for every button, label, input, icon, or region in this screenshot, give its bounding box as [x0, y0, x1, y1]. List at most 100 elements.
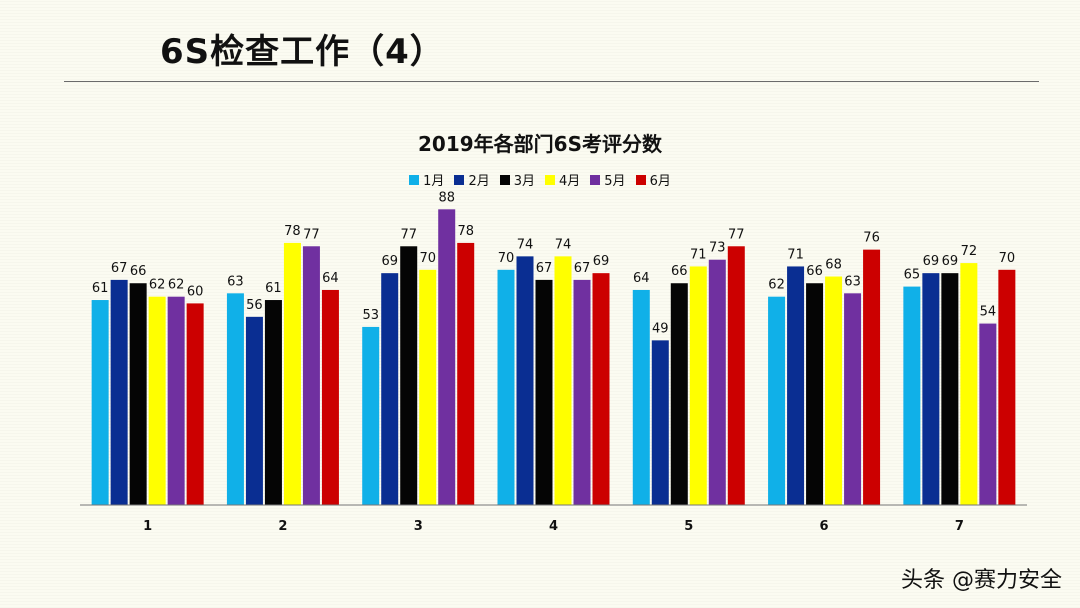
legend-label: 2月: [468, 174, 490, 189]
legend-item: 2月: [454, 170, 490, 189]
legend-label: 5月: [604, 174, 626, 189]
bar: [727, 246, 745, 505]
bar: [516, 256, 534, 505]
legend-swatch: [635, 174, 646, 185]
data-label: 53: [362, 308, 379, 323]
data-label: 76: [863, 231, 880, 246]
bar: [362, 326, 380, 505]
legend-label: 3月: [513, 174, 535, 189]
data-label: 67: [574, 261, 591, 276]
data-label: 62: [168, 278, 185, 293]
data-label: 63: [227, 274, 244, 289]
data-label: 62: [768, 278, 785, 293]
data-label: 72: [961, 244, 978, 259]
bar: [91, 300, 109, 505]
chart-title: 2019年各部门6S考评分数: [418, 132, 662, 156]
data-label: 68: [825, 258, 842, 273]
data-label: 70: [498, 251, 515, 266]
bar: [419, 269, 437, 505]
bar: [283, 242, 301, 506]
bar: [689, 266, 707, 505]
data-label: 71: [787, 247, 804, 262]
x-tick-label: 1: [143, 519, 152, 534]
data-label: 69: [942, 254, 959, 269]
data-label: 67: [111, 261, 128, 276]
data-label: 77: [303, 227, 320, 242]
bar: [998, 269, 1016, 505]
bar: [863, 249, 881, 505]
legend-item: 4月: [545, 170, 580, 189]
bar: [787, 266, 805, 505]
legend-swatch: [499, 174, 510, 185]
bar: [651, 340, 669, 505]
bar: [922, 273, 940, 505]
data-label: 78: [457, 224, 474, 239]
legend-label: 6月: [649, 174, 671, 189]
data-label: 66: [130, 264, 147, 279]
bar: [632, 289, 650, 505]
x-tick-label: 7: [955, 519, 964, 534]
data-label: 74: [555, 237, 572, 252]
bar: [497, 269, 515, 505]
bar: [825, 276, 843, 505]
bar: [903, 286, 921, 505]
x-tick-label: 6: [820, 519, 829, 534]
data-label: 70: [419, 251, 436, 266]
bar: [264, 300, 282, 505]
data-label: 61: [265, 281, 282, 296]
bar: [592, 273, 610, 505]
legend-item: 3月: [499, 170, 535, 189]
data-label: 56: [246, 298, 263, 313]
bar: [110, 279, 128, 505]
bar: [535, 279, 553, 505]
legend-item: 1月: [409, 170, 444, 189]
data-label: 70: [999, 251, 1016, 266]
legend-item: 5月: [590, 170, 626, 189]
bar: [768, 296, 786, 505]
data-label: 62: [149, 278, 166, 293]
chart-legend: 1月 2月 3月 4月 5月 6月: [0, 170, 1080, 189]
bar: [186, 303, 204, 505]
data-label: 69: [923, 254, 940, 269]
data-label: 73: [709, 241, 726, 256]
bar: [806, 283, 824, 505]
bar: [708, 259, 726, 505]
data-label: 67: [536, 261, 553, 276]
slide-title: 6S检查工作（4）: [160, 32, 445, 72]
legend-item: 6月: [635, 170, 671, 189]
bar: [129, 283, 147, 505]
bar: [245, 316, 263, 505]
bar: [960, 263, 978, 505]
bar: [321, 289, 339, 505]
data-label: 64: [322, 271, 339, 286]
bar: [226, 293, 244, 505]
data-label: 77: [728, 227, 745, 242]
legend-label: 4月: [559, 174, 581, 189]
data-label: 66: [806, 264, 823, 279]
title-divider: [64, 81, 1039, 82]
data-label: 63: [844, 274, 861, 289]
data-label: 66: [671, 264, 688, 279]
x-tick-label: 5: [684, 519, 693, 534]
bar: [400, 246, 418, 505]
source-watermark: 头条 @赛力安全: [901, 568, 1062, 593]
data-label: 64: [633, 271, 650, 286]
bar: [670, 283, 688, 505]
data-label: 77: [400, 227, 417, 242]
legend-swatch: [590, 174, 601, 185]
data-label: 74: [517, 237, 534, 252]
x-tick-label: 4: [549, 519, 558, 534]
bar: [573, 279, 591, 505]
data-label: 65: [904, 268, 921, 283]
legend-swatch: [454, 174, 465, 185]
legend-label: 1月: [423, 174, 445, 189]
x-tick-label: 2: [278, 519, 287, 534]
data-label: 78: [284, 224, 301, 239]
data-label: 54: [980, 305, 997, 320]
legend-swatch: [409, 174, 420, 185]
x-tick-label: 3: [414, 519, 423, 534]
bar: [438, 209, 456, 505]
data-label: 88: [438, 190, 455, 205]
data-label: 69: [381, 254, 398, 269]
bar: [381, 273, 399, 505]
